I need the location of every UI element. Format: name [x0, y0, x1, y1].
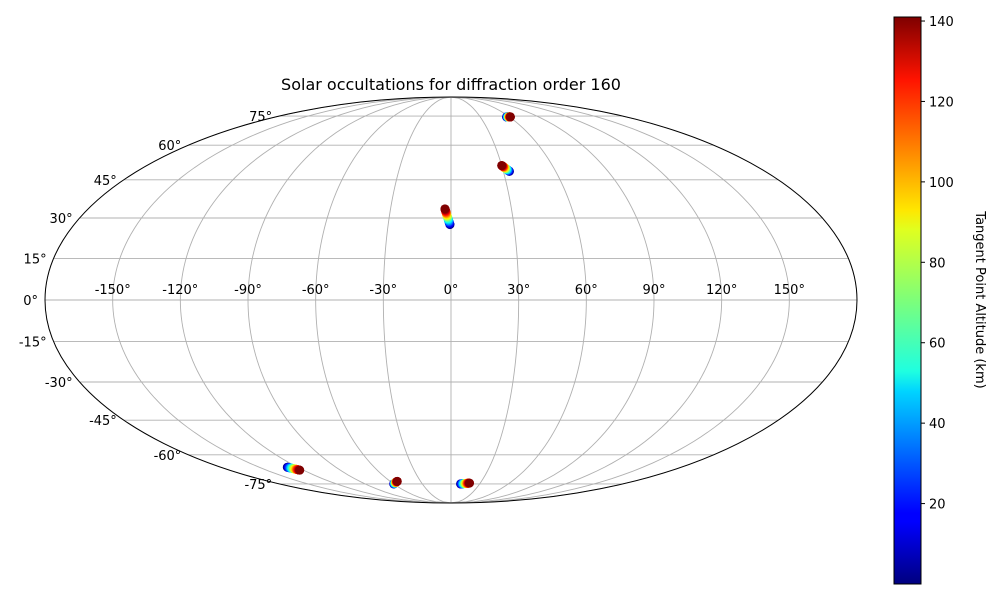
data-point	[465, 478, 475, 488]
longitude-tick-label: 60°	[575, 283, 598, 298]
latitude-tick-label: -45°	[89, 414, 117, 429]
colorbar-label: Tangent Point Altitude (km)	[972, 210, 987, 388]
colorbar-tick-label: 140	[929, 15, 954, 30]
colorbar-ticks: 20 40 60 80 100 120 140	[921, 15, 954, 513]
latitude-tick-label: 15°	[24, 252, 47, 267]
latitude-tick-label: -30°	[45, 376, 73, 391]
longitude-tick-label: -150°	[95, 283, 131, 298]
data-points	[282, 112, 515, 489]
data-point	[295, 465, 305, 475]
latitude-tick-labels: -75° -60° -45° -30° -15° 0° 15° 30° 45° 60° 75°	[19, 110, 272, 493]
colorbar-tick-label: 120	[929, 95, 954, 110]
latitude-tick-label: -15°	[19, 336, 47, 351]
latitude-tick-label: 75°	[249, 110, 272, 125]
data-point	[505, 112, 515, 122]
longitude-tick-label: 150°	[774, 283, 805, 298]
latitude-tick-label: 30°	[50, 212, 73, 227]
chart-title: Solar occultations for diffraction order…	[281, 75, 621, 94]
data-point	[497, 160, 507, 170]
colorbar-tick-label: 100	[929, 176, 954, 191]
latitude-tick-label: -75°	[244, 478, 272, 493]
longitude-tick-label: -30°	[369, 283, 397, 298]
data-point	[392, 476, 402, 486]
longitude-tick-label: 0°	[444, 283, 459, 298]
longitude-tick-label: -120°	[162, 283, 198, 298]
longitude-tick-label: 30°	[507, 283, 530, 298]
colorbar: 20 40 60 80 100 120 140 Tangent Point Altitude…	[893, 15, 987, 585]
longitude-tick-label: 120°	[706, 283, 737, 298]
colorbar-tick-label: 80	[929, 256, 946, 271]
colorbar-tick-label: 20	[929, 498, 946, 513]
longitude-tick-label: -60°	[302, 283, 330, 298]
colorbar-gradient	[893, 16, 922, 585]
colorbar-tick-label: 40	[929, 417, 946, 432]
latitude-tick-label: 45°	[94, 174, 117, 189]
latitude-tick-label: 60°	[158, 139, 181, 154]
globe-outline	[44, 96, 858, 504]
latitude-tick-label: -60°	[154, 449, 182, 464]
longitude-tick-labels: -150° -120° -90° -60° -30° 0° 30° 60° 90° 120° 150…	[95, 283, 805, 298]
longitude-tick-label: 90°	[642, 283, 665, 298]
colorbar-tick-label: 60	[929, 337, 946, 352]
data-point	[440, 204, 450, 214]
longitude-tick-label: -90°	[234, 283, 262, 298]
latitude-tick-label: 0°	[23, 294, 38, 309]
